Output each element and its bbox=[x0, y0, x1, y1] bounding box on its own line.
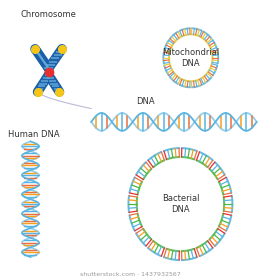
Text: DNA: DNA bbox=[136, 97, 155, 106]
Text: Mitochondrial
DNA: Mitochondrial DNA bbox=[162, 48, 219, 68]
Text: Chromosome: Chromosome bbox=[21, 10, 76, 19]
Text: shutterstock.com · 1437932567: shutterstock.com · 1437932567 bbox=[80, 272, 180, 277]
Text: Bacterial
DNA: Bacterial DNA bbox=[162, 194, 199, 214]
Text: Human DNA: Human DNA bbox=[9, 130, 60, 139]
